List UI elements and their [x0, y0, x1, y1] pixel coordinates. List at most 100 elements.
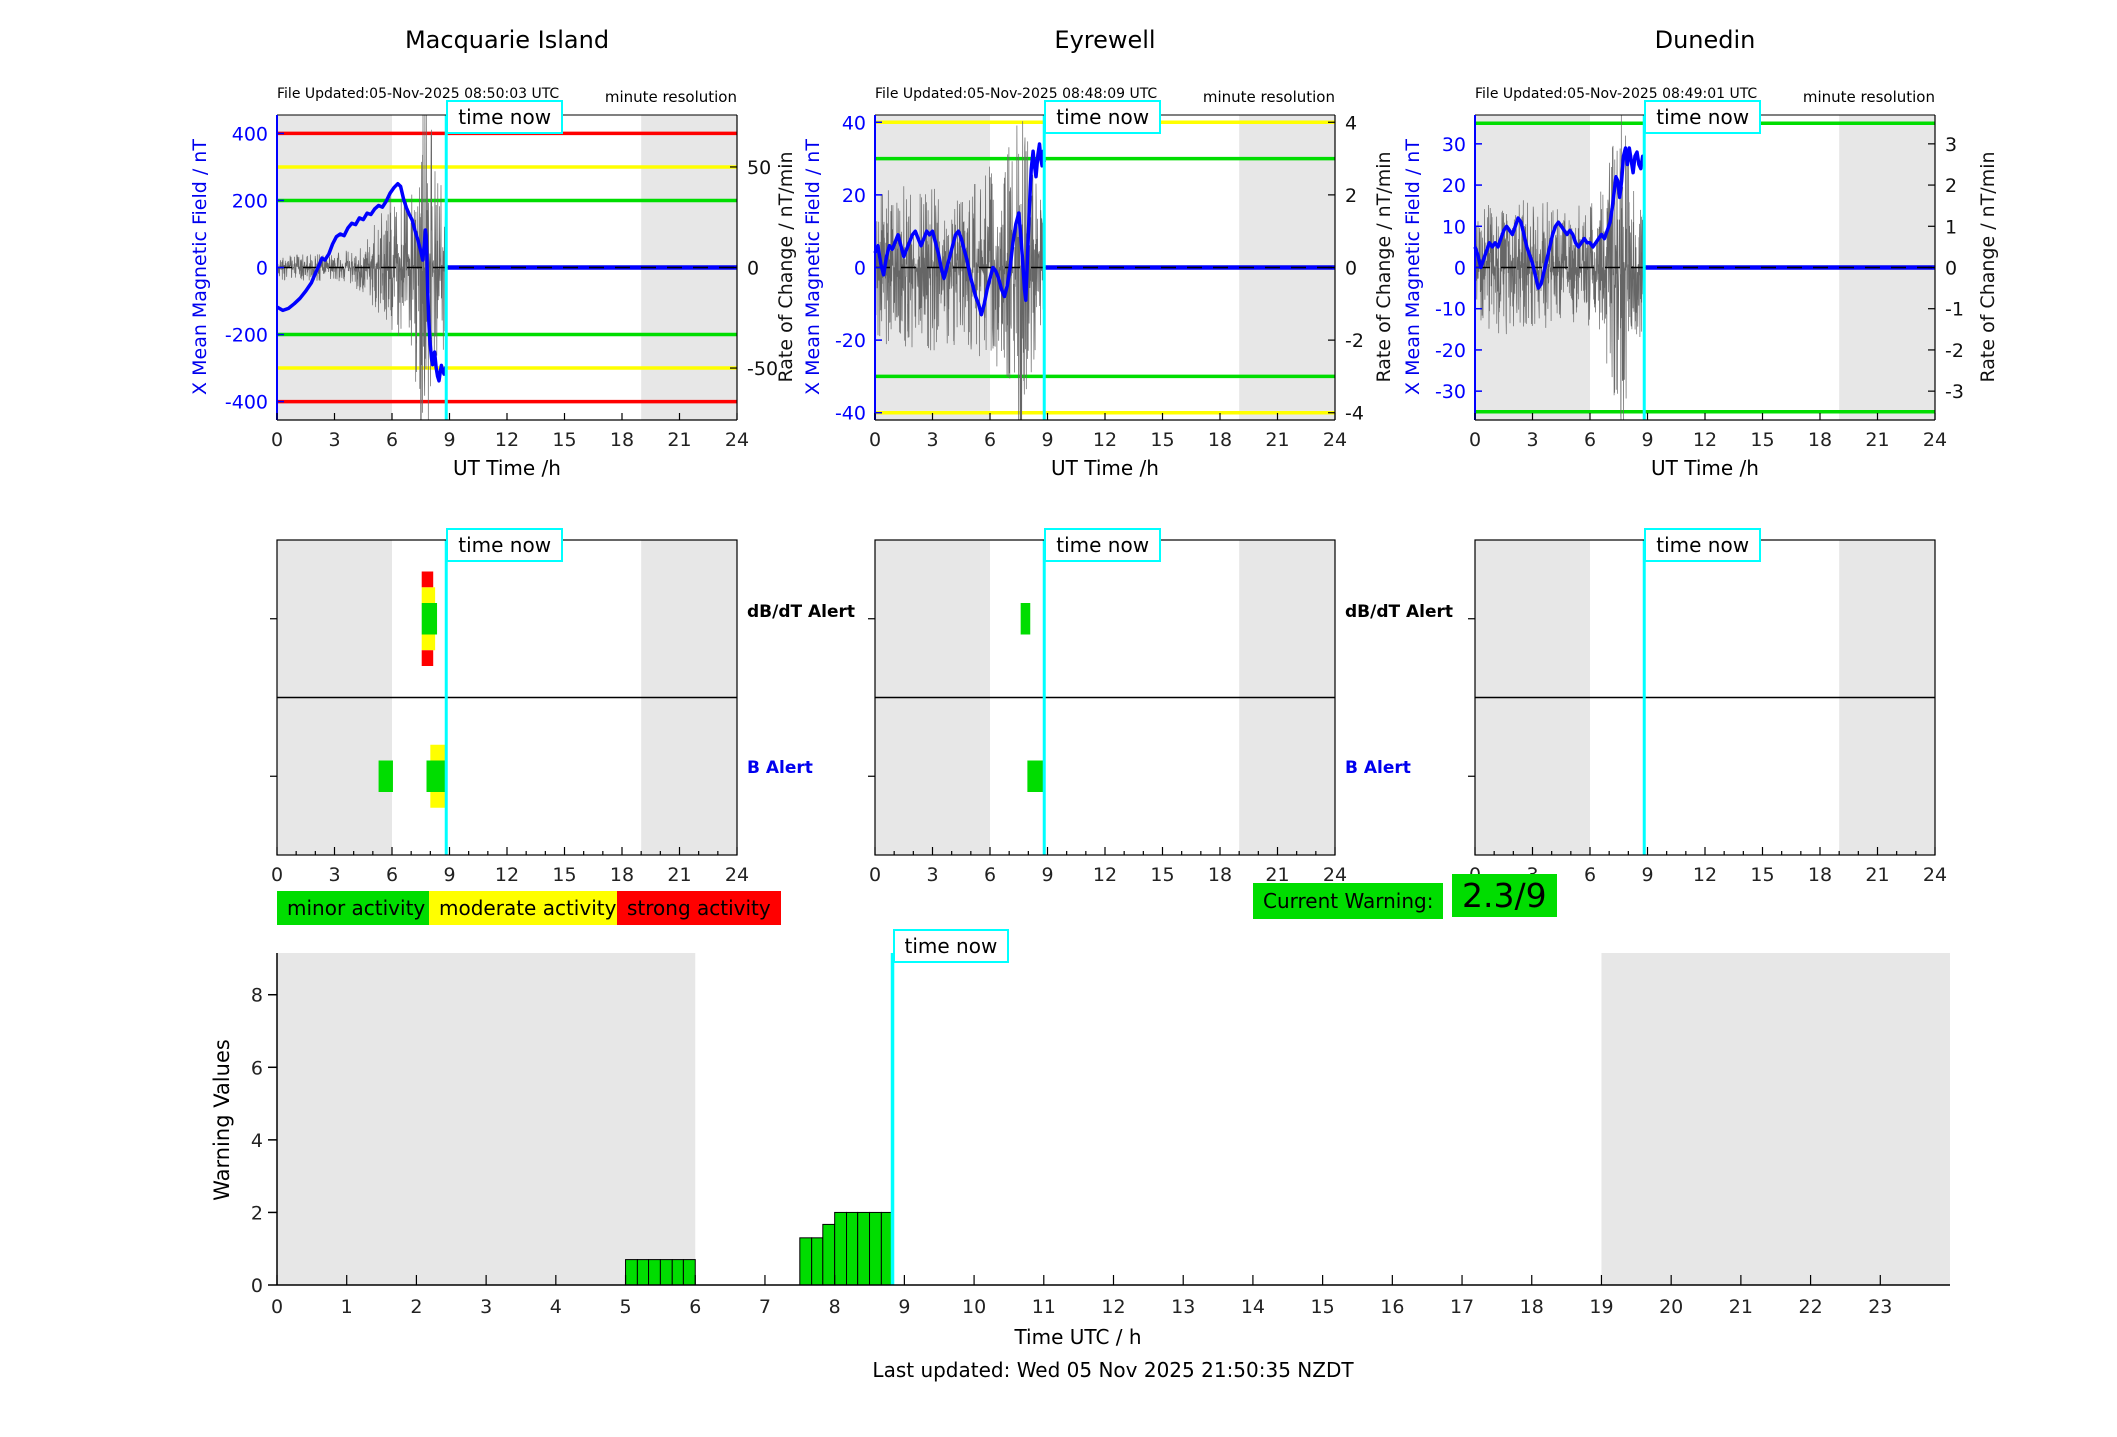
time-now-flag: time now: [1644, 100, 1762, 134]
svg-text:20: 20: [1659, 1296, 1683, 1318]
svg-text:-2: -2: [1345, 330, 1364, 352]
svg-text:6: 6: [386, 429, 398, 451]
svg-text:3: 3: [926, 429, 938, 451]
field-trace: [276, 181, 448, 383]
svg-text:4: 4: [1345, 112, 1357, 134]
svg-text:3: 3: [480, 1296, 492, 1318]
ut-time-label: UT Time /h: [1051, 456, 1159, 480]
svg-text:18: 18: [1208, 864, 1232, 886]
left-axis-ticks: 40 20 0 -20 -40: [835, 112, 882, 425]
svg-text:8: 8: [829, 1296, 841, 1318]
svg-text:400: 400: [232, 123, 268, 145]
time-now-flag: time now: [1044, 100, 1162, 134]
svg-text:12: 12: [495, 864, 519, 886]
svg-text:18: 18: [1208, 429, 1232, 451]
svg-text:-40: -40: [835, 403, 866, 425]
svg-text:13: 13: [1171, 1296, 1195, 1318]
right-axis-ticks: 50 0 -50: [730, 157, 778, 380]
minute-resolution-label: minute resolution: [1202, 88, 1335, 106]
row-ticks: [868, 618, 875, 777]
svg-text:18: 18: [610, 429, 634, 451]
svg-text:18: 18: [1808, 429, 1832, 451]
svg-text:16: 16: [1380, 1296, 1404, 1318]
svg-text:-4: -4: [1345, 403, 1364, 425]
warning-values-axis-label: Warning Values: [210, 1039, 234, 1201]
svg-text:21: 21: [667, 864, 691, 886]
rate-of-change-trace: [874, 121, 1045, 421]
svg-text:14: 14: [1241, 1296, 1265, 1318]
svg-text:-50: -50: [747, 358, 778, 380]
row-ticks: [1468, 618, 1475, 777]
ut-time-label: UT Time /h: [1651, 456, 1759, 480]
time-utc-axis-label: Time UTC / h: [1014, 1325, 1142, 1349]
svg-text:0: 0: [271, 429, 283, 451]
current-warning-value: 2.3/9: [1452, 874, 1557, 917]
legend-moderate-activity: moderate activity: [429, 891, 627, 925]
svg-text:19: 19: [1589, 1296, 1613, 1318]
svg-text:-2: -2: [1945, 340, 1964, 362]
current-warning-label: Current Warning:: [1253, 883, 1444, 919]
svg-text:21: 21: [1865, 429, 1889, 451]
svg-text:21: 21: [1865, 864, 1889, 886]
rate-of-change-trace: [1474, 114, 1645, 421]
svg-text:2: 2: [1345, 185, 1357, 207]
x-axis-ticks: 0 3 6 9 12 15 18 21 24: [869, 847, 1347, 886]
field-trace: [873, 142, 1046, 317]
svg-text:0: 0: [251, 1275, 263, 1297]
left-axis-ticks: 30 20 10 0 -10 -20 -30: [1435, 134, 1482, 403]
svg-text:15: 15: [552, 429, 576, 451]
svg-text:7: 7: [759, 1296, 771, 1318]
svg-text:3: 3: [1945, 134, 1957, 156]
svg-text:6: 6: [1584, 429, 1596, 451]
svg-text:9: 9: [443, 429, 455, 451]
svg-text:-20: -20: [835, 330, 866, 352]
svg-text:15: 15: [552, 864, 576, 886]
rate-axis-label-dunedin: Rate of Change / nT/min: [1977, 151, 1999, 383]
svg-text:0: 0: [1469, 429, 1481, 451]
threshold-lines: [875, 120, 1335, 415]
svg-text:12: 12: [1093, 429, 1117, 451]
time-now-flag: time now: [1044, 528, 1162, 562]
x-axis-ticks: 0 3 6 9 12 15 18 21 24: [1469, 413, 1947, 451]
rate-axis-label-eyrewell: Rate of Change / nT/min: [1373, 151, 1395, 383]
b-alert-label: B Alert: [747, 758, 813, 778]
svg-text:15: 15: [1750, 429, 1774, 451]
b-alert-label: B Alert: [1345, 758, 1411, 778]
svg-text:3: 3: [926, 864, 938, 886]
svg-text:3: 3: [328, 864, 340, 886]
svg-text:10: 10: [1442, 216, 1466, 238]
y-axis-ticks: 0 2 4 6 8: [251, 985, 277, 1297]
svg-text:15: 15: [1150, 429, 1174, 451]
dbdt-alert-label: dB/dT Alert: [747, 602, 856, 622]
svg-text:30: 30: [1442, 134, 1466, 156]
svg-text:-30: -30: [1435, 381, 1466, 403]
svg-text:18: 18: [1520, 1296, 1544, 1318]
svg-text:3: 3: [1526, 429, 1538, 451]
svg-text:24: 24: [1323, 864, 1347, 886]
svg-text:2: 2: [1945, 175, 1957, 197]
left-axis-ticks: 400 200 0 -200 -400: [225, 123, 284, 414]
time-now-flag: time now: [446, 528, 564, 562]
svg-text:-3: -3: [1945, 381, 1964, 403]
svg-text:0: 0: [1945, 258, 1957, 280]
svg-text:0: 0: [747, 258, 759, 280]
svg-text:-20: -20: [1435, 340, 1466, 362]
svg-text:18: 18: [610, 864, 634, 886]
svg-text:24: 24: [1923, 429, 1947, 451]
svg-text:-1: -1: [1945, 299, 1964, 321]
file-updated-dunedin: File Updated:05-Nov-2025 08:49:01 UTC: [1475, 86, 1758, 102]
svg-text:20: 20: [842, 185, 866, 207]
svg-text:6: 6: [1584, 864, 1596, 886]
svg-text:12: 12: [495, 429, 519, 451]
svg-text:0: 0: [256, 258, 268, 280]
legend-strong-activity: strong activity: [617, 891, 781, 925]
svg-text:-200: -200: [225, 325, 268, 347]
svg-text:9: 9: [443, 864, 455, 886]
svg-text:40: 40: [842, 112, 866, 134]
svg-text:5: 5: [619, 1296, 631, 1318]
svg-text:50: 50: [747, 157, 771, 179]
svg-text:3: 3: [328, 429, 340, 451]
right-axis-ticks: 4 2 0 -2 -4: [1328, 112, 1364, 425]
